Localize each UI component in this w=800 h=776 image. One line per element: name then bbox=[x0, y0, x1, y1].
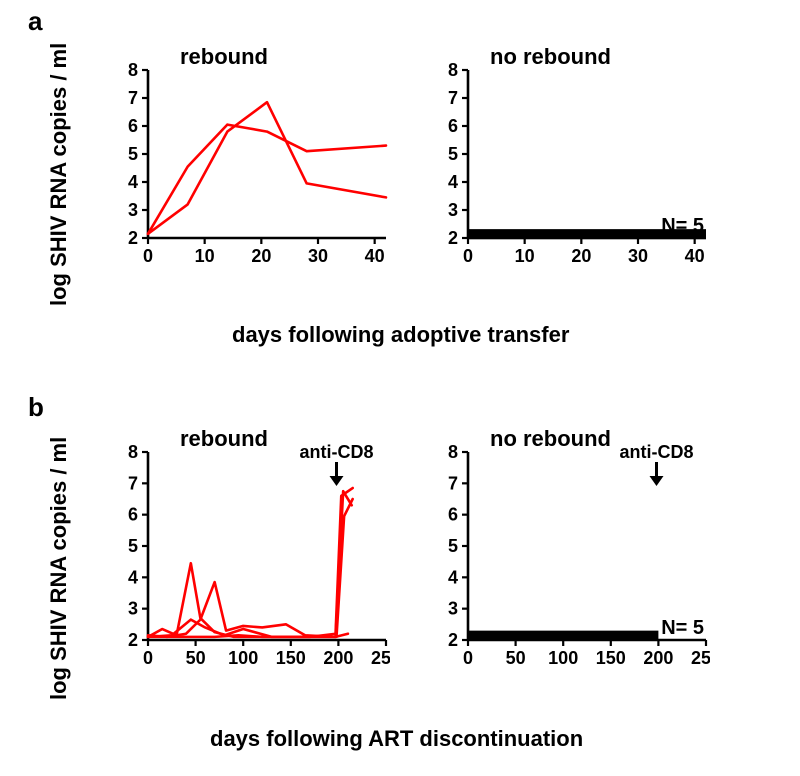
y-tick-label: 7 bbox=[448, 88, 458, 108]
y-tick-label: 2 bbox=[448, 630, 458, 650]
y-tick-label: 4 bbox=[448, 567, 458, 587]
x-tick-label: 20 bbox=[571, 246, 591, 266]
panel-letter-b: b bbox=[28, 392, 44, 423]
y-tick-label: 8 bbox=[448, 442, 458, 462]
annotation-label: anti-CD8 bbox=[619, 442, 693, 462]
x-tick-label: 10 bbox=[515, 246, 535, 266]
x-tick-label: 150 bbox=[596, 648, 626, 668]
x-tick-label: 30 bbox=[628, 246, 648, 266]
x-axis-label-b: days following ART discontinuation bbox=[210, 726, 583, 752]
x-tick-label: 250 bbox=[371, 648, 390, 668]
y-tick-label: 5 bbox=[128, 144, 138, 164]
y-tick-label: 7 bbox=[128, 88, 138, 108]
y-tick-label: 5 bbox=[448, 536, 458, 556]
chart-b-rebound-title: rebound bbox=[180, 426, 268, 452]
y-tick-label: 2 bbox=[128, 228, 138, 248]
panel-letter-a: a bbox=[28, 6, 42, 37]
y-tick-label: 6 bbox=[128, 505, 138, 525]
y-tick-label: 4 bbox=[128, 172, 138, 192]
y-tick-label: 8 bbox=[448, 60, 458, 80]
y-tick-label: 7 bbox=[448, 473, 458, 493]
x-tick-label: 20 bbox=[251, 246, 271, 266]
y-tick-label: 5 bbox=[128, 536, 138, 556]
chart-a-norebound-title: no rebound bbox=[490, 44, 611, 70]
y-tick-label: 3 bbox=[128, 599, 138, 619]
y-axis-label-a: log SHIV RNA copies / ml bbox=[46, 43, 72, 306]
chart-a-rebound-title: rebound bbox=[180, 44, 268, 70]
y-tick-label: 3 bbox=[448, 200, 458, 220]
y-axis-label-b: log SHIV RNA copies / ml bbox=[46, 437, 72, 700]
y-tick-label: 8 bbox=[128, 60, 138, 80]
chart-b-norebound-title: no rebound bbox=[490, 426, 611, 452]
x-tick-label: 50 bbox=[186, 648, 206, 668]
x-tick-label: 40 bbox=[685, 246, 705, 266]
x-tick-label: 10 bbox=[195, 246, 215, 266]
x-tick-label: 40 bbox=[365, 246, 385, 266]
x-tick-label: 50 bbox=[506, 648, 526, 668]
y-tick-label: 2 bbox=[448, 228, 458, 248]
y-tick-label: 6 bbox=[448, 505, 458, 525]
y-tick-label: 3 bbox=[448, 599, 458, 619]
y-tick-label: 4 bbox=[128, 567, 138, 587]
x-tick-label: 200 bbox=[323, 648, 353, 668]
chart-a-rebound: 2 3 4 5 6 7 8 0 10 20 30 40 bbox=[110, 40, 390, 280]
y-tick-label: 6 bbox=[128, 116, 138, 136]
x-tick-label: 30 bbox=[308, 246, 328, 266]
x-tick-label: 100 bbox=[228, 648, 258, 668]
n-label: N= 5 bbox=[661, 617, 704, 639]
x-tick-label: 250 bbox=[691, 648, 710, 668]
y-tick-label: 6 bbox=[448, 116, 458, 136]
chart-a-norebound: 2 3 4 5 6 7 8 0 10 20 30 40 N= 5 bbox=[430, 40, 710, 280]
chart-b-norebound: 2 3 4 5 6 7 8 0 50 100 150 200 250 anti-CD8 N= 5 bbox=[430, 422, 710, 682]
annotation-label: anti-CD8 bbox=[299, 442, 373, 462]
x-tick-label: 200 bbox=[643, 648, 673, 668]
y-tick-label: 3 bbox=[128, 200, 138, 220]
n-label: N= 5 bbox=[661, 215, 704, 237]
x-axis-label-a: days following adoptive transfer bbox=[232, 322, 569, 348]
y-tick-label: 5 bbox=[448, 144, 458, 164]
y-tick-label: 8 bbox=[128, 442, 138, 462]
chart-b-rebound: 2 3 4 5 6 7 8 0 50 100 150 200 250 anti-CD8 bbox=[110, 422, 390, 682]
y-tick-label: 2 bbox=[128, 630, 138, 650]
x-tick-label: 100 bbox=[548, 648, 578, 668]
x-tick-label: 0 bbox=[463, 648, 473, 668]
x-tick-label: 0 bbox=[143, 246, 153, 266]
y-tick-label: 4 bbox=[448, 172, 458, 192]
y-tick-label: 7 bbox=[128, 473, 138, 493]
x-tick-label: 150 bbox=[276, 648, 306, 668]
x-tick-label: 0 bbox=[463, 246, 473, 266]
x-tick-label: 0 bbox=[143, 648, 153, 668]
